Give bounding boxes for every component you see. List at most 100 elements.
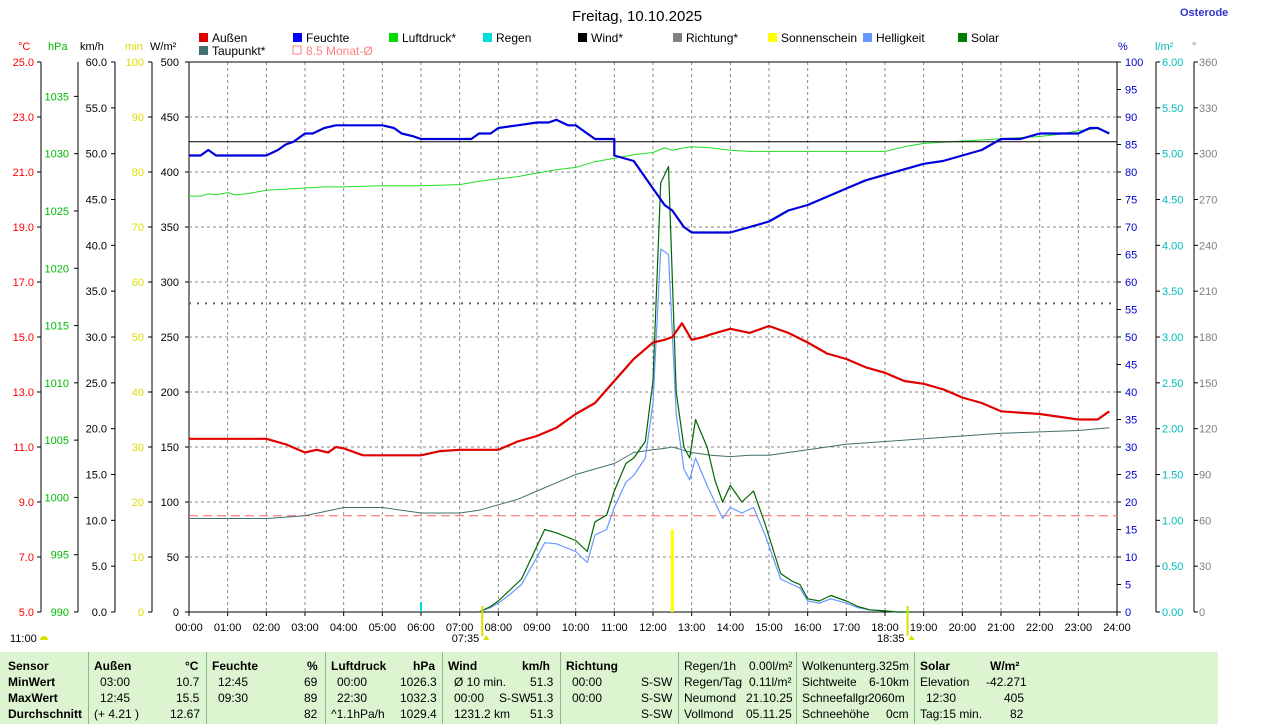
sunrise-label: 07:35: [452, 633, 480, 645]
temp-tick-label: 7.0: [19, 552, 34, 564]
direction-tick-label: 120: [1199, 424, 1217, 436]
feuchte-title: Feuchte: [212, 659, 259, 673]
temp-tick-label: 21.0: [13, 167, 34, 179]
sun-tick-label: 90: [132, 112, 144, 124]
time-tick-label: 04:00: [330, 622, 358, 634]
legend-swatch: [673, 33, 682, 42]
legend-swatch: [293, 33, 302, 42]
time-tick-label: 18:00: [871, 622, 899, 634]
temp-axis-unit: °C: [18, 41, 30, 53]
stats-header-sensor: Sensor: [8, 659, 49, 673]
solar-tick-label: 0: [173, 607, 179, 619]
wind-tick-label: 10.0: [86, 515, 107, 527]
wind-avg: 51.3: [530, 707, 554, 721]
table-divider: [914, 652, 915, 724]
humidity-tick-label: 85: [1125, 140, 1137, 152]
rain-tick-label: 0.00: [1162, 607, 1183, 619]
feuchte-max: 89: [304, 691, 318, 705]
weather-chart: Freitag, 10.10.2025 Osterode Außen Feucht…: [10, 7, 1228, 645]
legend-label: Helligkeit: [876, 31, 925, 45]
temp-tick-label: 23.0: [13, 112, 34, 124]
aussen-max-time: 12:45: [100, 691, 131, 705]
sicht: 6-10km: [869, 675, 910, 689]
pressure-tick-label: 1015: [45, 321, 69, 333]
wind-title: Wind: [448, 659, 478, 673]
time-tick-label: 15:00: [755, 622, 783, 634]
sun-tick-label: 30: [132, 442, 144, 454]
location-link[interactable]: Osterode: [1180, 7, 1228, 19]
humidity-tick-label: 30: [1125, 442, 1137, 454]
schneehoehe: 0cm: [886, 707, 909, 721]
legend-label: Richtung*: [686, 31, 738, 45]
time-tick-label: 12:00: [639, 622, 667, 634]
wind-axis-unit: km/h: [80, 41, 104, 53]
sunshine-bar: [670, 529, 674, 612]
legend-label: Sonnenschein: [781, 31, 857, 45]
time-tick-label: 17:00: [833, 622, 861, 634]
solar-tick-label: 50: [167, 552, 179, 564]
neumond: 21.10.25: [746, 691, 793, 705]
direction-tick-label: 360: [1199, 57, 1217, 69]
humidity-axis-unit: %: [1118, 41, 1128, 53]
legend-label: Solar: [971, 31, 999, 45]
feuchte-max-time: 09:30: [218, 691, 249, 705]
aussen-unit: °C: [185, 659, 199, 673]
series-line: [189, 128, 1110, 197]
direction-tick-label: 240: [1199, 240, 1217, 252]
legend-label: Taupunkt*: [212, 44, 266, 58]
time-tick-label: 22:00: [1026, 622, 1054, 634]
pressure-axis-unit: hPa: [48, 41, 68, 53]
series-line: [478, 165, 913, 613]
richtung-max: S-SW: [641, 691, 673, 705]
luftdruck-unit: hPa: [413, 659, 436, 673]
solar-tick-label: 400: [161, 167, 179, 179]
luftdruck-title: Luftdruck: [331, 659, 387, 673]
legend-swatch: [292, 45, 302, 55]
time-tick-label: 00:00: [175, 622, 203, 634]
humidity-tick-label: 25: [1125, 470, 1137, 482]
direction-axis-unit: °: [1192, 41, 1196, 53]
regen-1h-label: Regen/1h: [684, 659, 737, 673]
rain-tick-label: 5.50: [1162, 103, 1183, 115]
temp-tick-label: 9.0: [19, 497, 34, 509]
table-divider: [88, 652, 89, 724]
regen-tag-label: Regen/Tag: [684, 675, 743, 689]
direction-tick-label: 180: [1199, 332, 1217, 344]
stats-header-min: MinWert: [8, 675, 56, 689]
solar-tick-label: 150: [161, 442, 179, 454]
temp-tick-label: 15.0: [13, 332, 34, 344]
rain-tick-label: 4.50: [1162, 195, 1183, 207]
legend-label: Regen: [496, 31, 531, 45]
wind-max: 51.3: [530, 691, 554, 705]
feuchte-min: 69: [304, 675, 318, 689]
wolken: 325m: [879, 659, 910, 673]
pressure-tick-label: 1010: [45, 378, 69, 390]
humidity-tick-label: 20: [1125, 497, 1137, 509]
wind-tick-label: 60.0: [86, 57, 107, 69]
time-tick-label: 08:00: [485, 622, 513, 634]
humidity-tick-label: 40: [1125, 387, 1137, 399]
solar-tick-label: 500: [161, 57, 179, 69]
schneehoehe-label: Schneehöhe: [802, 707, 870, 721]
humidity-tick-label: 70: [1125, 222, 1137, 234]
wind-min: 51.3: [530, 675, 554, 689]
aussen-min-time: 03:00: [100, 675, 131, 689]
solar-title: Solar: [920, 659, 951, 673]
rain-tick-label: 0.50: [1162, 561, 1183, 573]
aussen-avg: 12.67: [170, 707, 201, 721]
legend-label: Außen: [212, 31, 247, 45]
richtung-max-time: 00:00: [572, 691, 603, 705]
vollmond: 05.11.25: [746, 707, 792, 721]
solar-unit: W/m²: [990, 659, 1020, 673]
aussen-title: Außen: [94, 659, 132, 673]
sun-icon: [908, 635, 915, 640]
sun-tick-label: 70: [132, 222, 144, 234]
table-divider: [560, 652, 561, 724]
chart-axes: °C 5.0 7.0 9.0 11.0 13.0 15.0 17.0 19.0 21.0 23.0 2…: [13, 41, 1218, 619]
humidity-tick-label: 80: [1125, 167, 1137, 179]
solar-tick-label: 350: [161, 222, 179, 234]
table-divider: [796, 652, 797, 724]
legend-label: Feuchte: [306, 31, 350, 45]
stats-header-avg: Durchschnitt: [8, 707, 83, 721]
humidity-tick-label: 65: [1125, 250, 1137, 262]
